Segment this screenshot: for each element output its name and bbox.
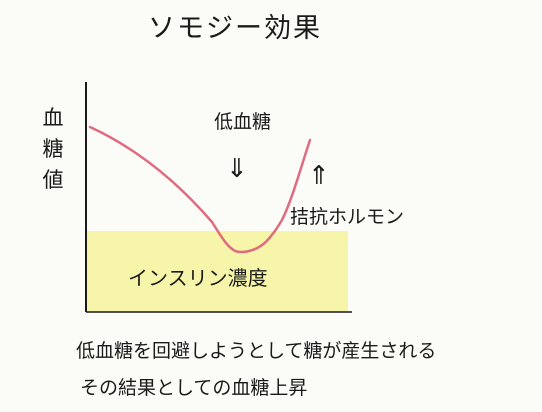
y-axis-label-char: 値 bbox=[42, 168, 64, 192]
blood-glucose-curve bbox=[88, 125, 312, 254]
y-axis-label-char: 糖 bbox=[42, 137, 64, 161]
y-axis-label: 血 糖 値 bbox=[40, 103, 66, 196]
hypoglycemia-label: 低血糖 bbox=[214, 111, 272, 133]
diagram-title: ソモジー効果 bbox=[148, 13, 322, 44]
up-arrow-icon: ⇑ bbox=[308, 161, 330, 191]
counter-hormone-label: 拮抗ホルモン bbox=[290, 206, 405, 228]
note-line-1: 低血糖を回避しようとして糖が産生される bbox=[76, 340, 437, 362]
insulin-label: インスリン濃度 bbox=[128, 266, 268, 290]
y-axis-label-char: 血 bbox=[42, 106, 64, 130]
note-line-2: その結果としての血糖上昇 bbox=[80, 377, 308, 399]
down-arrow-icon: ⇓ bbox=[226, 154, 248, 184]
insulin-band bbox=[86, 231, 348, 311]
